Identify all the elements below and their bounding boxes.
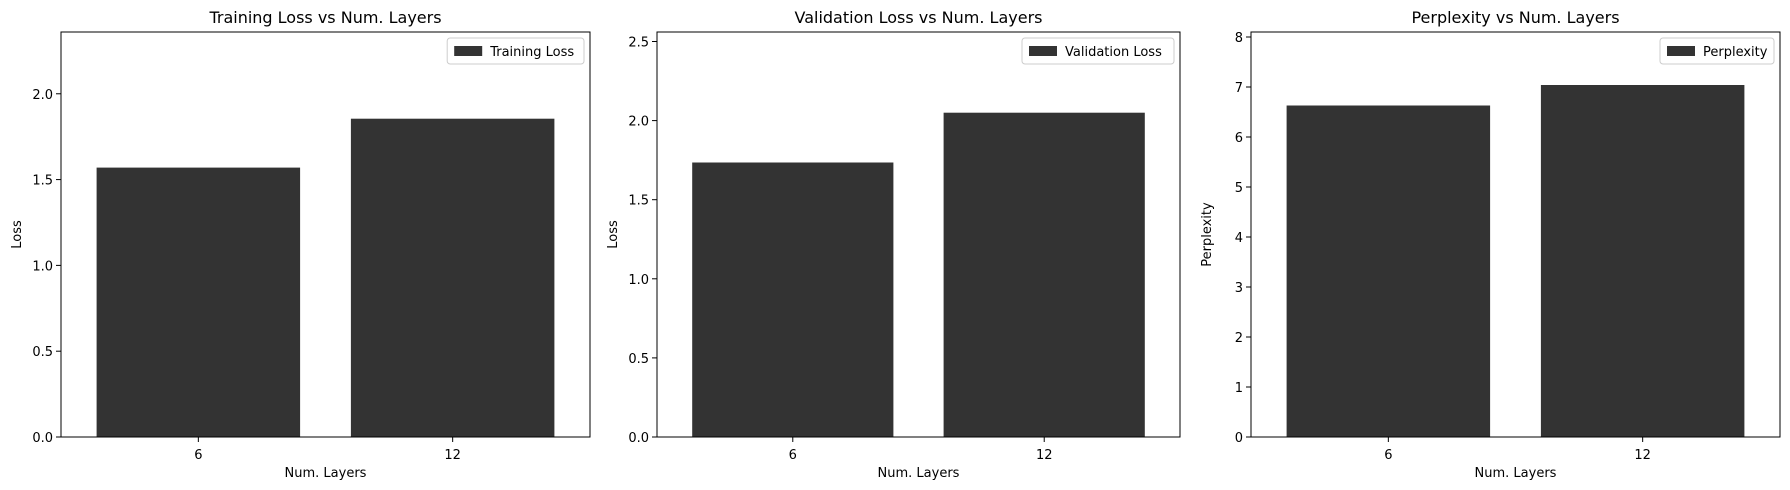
y-tick-label: 1.0 — [628, 273, 649, 288]
y-tick-label: 0 — [1235, 431, 1243, 446]
plot-frame — [1250, 31, 1781, 438]
y-tick-label: 0.5 — [628, 352, 649, 367]
y-tick-label: 3 — [1235, 281, 1243, 296]
legend-swatch — [454, 46, 483, 56]
chart-panel-2: 0.0 0.5 1.0 1.5 2.0 2.5 6 12 Validation Loss vs … — [606, 8, 1181, 481]
legend-box — [1021, 37, 1175, 65]
y-tick-label: 2 — [1235, 331, 1243, 346]
y-tick-label: 6 — [1235, 131, 1243, 146]
bar-6 — [96, 167, 301, 437]
chart-title: Training Loss vs Num. Layers — [208, 8, 441, 27]
y-tick-label: 7 — [1235, 81, 1243, 96]
x-axis-label: Num. Layers — [878, 466, 960, 481]
bar-6 — [692, 162, 894, 437]
y-tick-label: 2.5 — [628, 35, 649, 50]
chart-title: Perplexity vs Num. Layers — [1411, 8, 1619, 27]
y-tick-label: 2.0 — [628, 115, 649, 130]
bar-6 — [1286, 105, 1491, 437]
x-tick-label: 12 — [1036, 448, 1053, 463]
y-tick-label: 2.0 — [32, 88, 53, 103]
y-tick-label: 1.5 — [628, 194, 649, 209]
y-tick-label: 0.5 — [32, 345, 53, 360]
bar-12 — [350, 118, 555, 437]
y-tick-label: 5 — [1235, 181, 1243, 196]
chart-panel-1: 0.0 0.5 1.0 1.5 2.0 6 12 Training Loss vs Num. … — [10, 8, 591, 481]
plot-frame — [60, 31, 591, 438]
chart-title: Validation Loss vs Num. Layers — [795, 8, 1043, 27]
x-tick-label: 6 — [1384, 448, 1392, 463]
y-axis-label: Loss — [606, 220, 621, 249]
x-tick-label: 6 — [789, 448, 797, 463]
x-axis-label: Num. Layers — [285, 466, 367, 481]
x-tick-label: 12 — [1634, 448, 1651, 463]
y-tick-label: 1.5 — [32, 174, 53, 189]
legend-swatch — [1029, 46, 1057, 56]
legend-swatch — [1667, 46, 1695, 56]
plot-frame — [656, 31, 1181, 438]
legend-label: Training Loss — [489, 45, 574, 60]
x-tick-label: 12 — [444, 448, 461, 463]
x-tick-label: 6 — [194, 448, 202, 463]
y-tick-label: 0.0 — [628, 431, 649, 446]
y-tick-label: 1 — [1235, 381, 1243, 396]
legend-label: Perplexity — [1703, 45, 1768, 60]
y-tick-label: 4 — [1235, 231, 1243, 246]
y-tick-label: 0.0 — [32, 431, 53, 446]
legend-label: Validation Loss — [1065, 45, 1162, 60]
y-tick-label: 1.0 — [32, 259, 53, 274]
x-axis-label: Num. Layers — [1475, 466, 1557, 481]
bar-12 — [1540, 85, 1745, 437]
y-tick-label: 8 — [1235, 31, 1243, 46]
y-axis-label: Loss — [10, 220, 25, 249]
y-axis-label: Perplexity — [1200, 202, 1215, 267]
bar-12 — [943, 112, 1145, 437]
legend-box — [446, 37, 585, 65]
legend-box — [1659, 37, 1775, 65]
